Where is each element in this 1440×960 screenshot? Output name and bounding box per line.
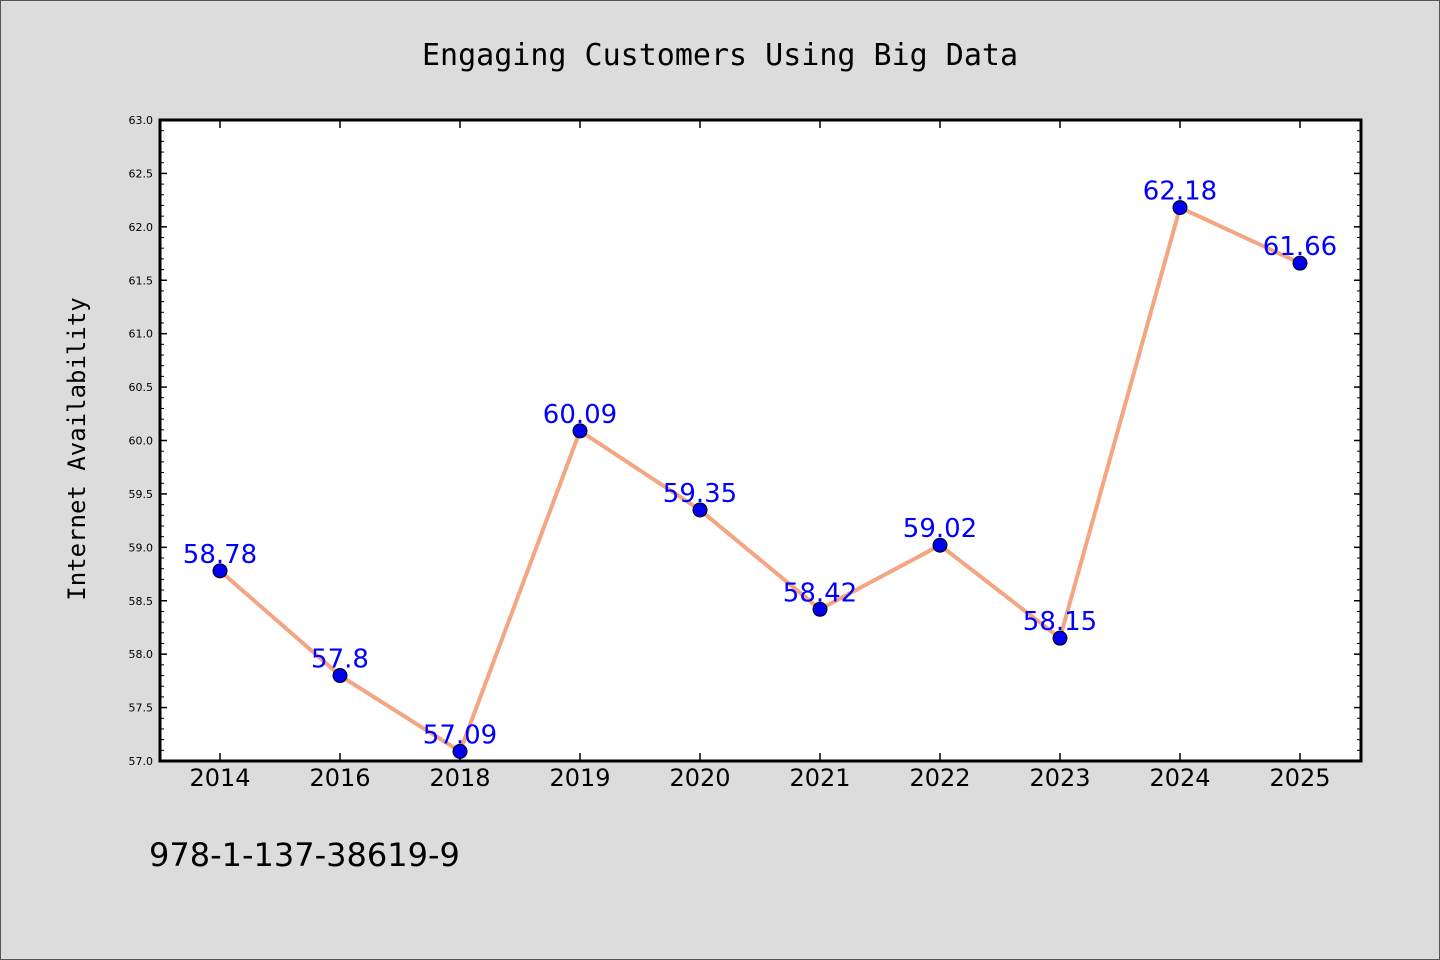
data-point bbox=[332, 668, 348, 684]
y-tick-label: 59.5 bbox=[129, 488, 154, 501]
x-tick-label: 2016 bbox=[309, 764, 370, 792]
y-tick-label: 62.0 bbox=[129, 221, 154, 234]
data-label: 61.66 bbox=[1263, 232, 1337, 262]
data-point bbox=[692, 502, 708, 518]
y-tick-label: 57.0 bbox=[129, 755, 154, 768]
chart-title: Engaging Customers Using Big Data bbox=[422, 38, 1018, 73]
data-label: 62.18 bbox=[1143, 177, 1217, 207]
y-tick-label: 59.0 bbox=[129, 541, 154, 554]
y-tick-label: 61.0 bbox=[129, 328, 154, 341]
x-tick-label: 2019 bbox=[549, 764, 610, 792]
data-point bbox=[452, 743, 468, 759]
data-label: 59.02 bbox=[903, 514, 977, 544]
plot-area bbox=[158, 118, 1363, 763]
data-point bbox=[1172, 200, 1188, 216]
data-point bbox=[812, 601, 828, 617]
x-axis: 2014 2016 2018 2019 2020 2021 2022 2023 2024 2025 bbox=[189, 120, 1331, 792]
data-labels-layer: 58.78 57.8 57.09 60.09 59.35 58.42 59.02 58.15 6… bbox=[183, 177, 1337, 751]
data-label: 58.42 bbox=[783, 578, 857, 608]
x-tick-label: 2021 bbox=[789, 764, 850, 792]
data-point bbox=[212, 563, 228, 579]
x-tick-label: 2025 bbox=[1269, 764, 1330, 792]
x-tick-label: 2023 bbox=[1029, 764, 1090, 792]
y-tick-label: 60.5 bbox=[129, 381, 154, 394]
data-point bbox=[572, 423, 588, 439]
y-tick-label: 57.5 bbox=[129, 702, 154, 715]
x-tick-label: 2018 bbox=[429, 764, 490, 792]
data-point bbox=[932, 537, 948, 553]
data-label: 58.15 bbox=[1023, 607, 1097, 637]
y-axis-label: Internet Availability bbox=[63, 297, 91, 600]
x-tick-label: 2022 bbox=[909, 764, 970, 792]
y-tick-label: 58.0 bbox=[129, 648, 154, 661]
data-point bbox=[1292, 255, 1308, 271]
y-tick-label: 63.0 bbox=[129, 114, 154, 127]
y-tick-label: 62.5 bbox=[129, 167, 154, 180]
isbn-label: 978-1-137-38619-9 bbox=[149, 836, 460, 874]
series-line-layer bbox=[218, 205, 1301, 754]
x-tick-label: 2024 bbox=[1149, 764, 1210, 792]
x-tick-label: 2020 bbox=[669, 764, 730, 792]
series-line bbox=[218, 205, 1301, 754]
x-tick-label: 2014 bbox=[189, 764, 250, 792]
y-tick-label: 58.5 bbox=[129, 595, 154, 608]
data-label: 60.09 bbox=[543, 400, 617, 430]
data-label: 59.35 bbox=[663, 479, 737, 509]
y-axis: 57.0 57.5 58.0 58.5 59.0 59.5 60.0 60.5 61.0 61.5… bbox=[129, 114, 1361, 768]
data-label: 58.78 bbox=[183, 540, 257, 570]
data-label: 57.09 bbox=[423, 720, 497, 750]
y-tick-label: 61.5 bbox=[129, 274, 154, 287]
data-label: 57.8 bbox=[311, 645, 369, 675]
y-tick-label: 60.0 bbox=[129, 435, 154, 448]
markers-layer bbox=[212, 200, 1308, 759]
data-point bbox=[1052, 630, 1068, 646]
